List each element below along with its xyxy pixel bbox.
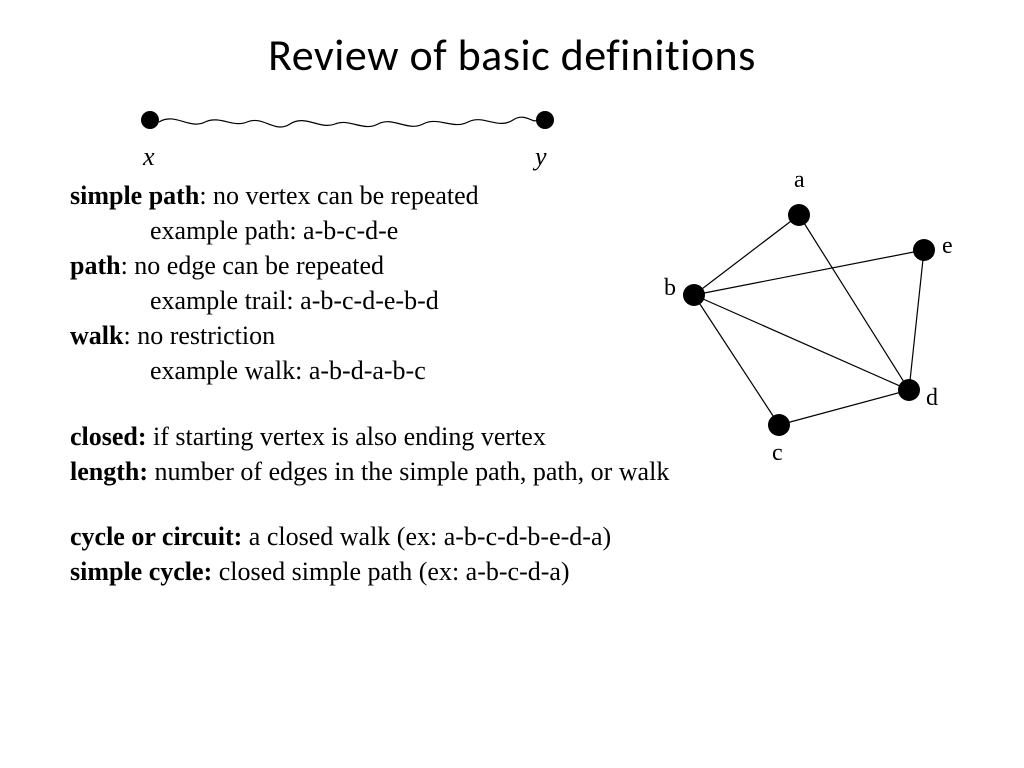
- svg-text:e: e: [942, 233, 953, 259]
- def-cycle: cycle or circuit: a closed walk (ex: a-b…: [70, 519, 984, 554]
- xy-wavy-diagram: x y: [70, 102, 984, 172]
- body-cycle: a closed walk (ex: a-b-c-d-b-e-d-a): [242, 522, 611, 551]
- def-simple-cycle: simple cycle: closed simple path (ex: a-…: [70, 554, 984, 589]
- term-closed: closed:: [70, 422, 147, 451]
- term-walk: walk: [70, 321, 123, 350]
- vertex-y-label: y: [535, 142, 547, 172]
- body-length: number of edges in the simple path, path…: [148, 457, 669, 486]
- body-closed: if starting vertex is also ending vertex: [147, 422, 546, 451]
- svg-text:d: d: [926, 385, 938, 411]
- svg-text:b: b: [664, 275, 676, 301]
- term-cycle: cycle or circuit:: [70, 522, 242, 551]
- svg-text:c: c: [772, 440, 783, 466]
- body-walk: : no restriction: [123, 321, 275, 350]
- term-length: length:: [70, 457, 148, 486]
- wavy-path-svg: [105, 102, 585, 152]
- body-simple-path: : no vertex can be repeated: [199, 181, 478, 210]
- term-path: path: [70, 251, 121, 280]
- slide-title: Review of basic definitions: [0, 0, 1024, 92]
- svg-text:a: a: [794, 167, 805, 193]
- term-simple-path: simple path: [70, 181, 199, 210]
- term-simple-cycle: simple cycle:: [70, 557, 212, 586]
- body-path: : no edge can be repeated: [121, 251, 384, 280]
- graph-diagram-svg: a b c d e: [624, 165, 984, 475]
- vertex-x-label: x: [143, 142, 155, 172]
- body-simple-cycle: closed simple path (ex: a-b-c-d-a): [212, 557, 569, 586]
